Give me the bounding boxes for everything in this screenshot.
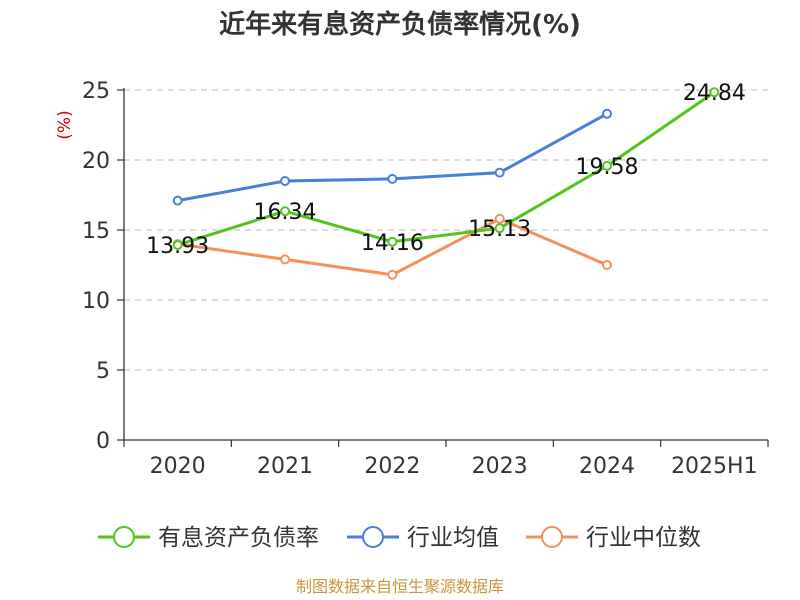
y-tick-label: 5 — [96, 359, 110, 384]
data-label: 19.58 — [576, 155, 639, 180]
y-tick-label: 0 — [96, 429, 110, 454]
legend-marker — [362, 526, 384, 548]
data-point[interactable] — [494, 213, 505, 224]
data-point[interactable] — [280, 254, 290, 265]
data-point[interactable] — [280, 176, 290, 186]
legend-item[interactable]: 行业均值 — [347, 525, 499, 551]
data-point[interactable] — [387, 236, 398, 247]
data-point[interactable] — [494, 223, 505, 234]
y-tick-label: 20 — [82, 149, 110, 174]
y-tick-label: 15 — [82, 219, 110, 244]
source-note: 制图数据来自恒生聚源数据库 — [296, 577, 504, 596]
data-point[interactable] — [602, 260, 612, 270]
data-point[interactable] — [709, 87, 720, 98]
data-point[interactable] — [172, 239, 183, 250]
legend-item[interactable]: 有息资产负债率 — [98, 525, 319, 551]
y-tick-label: 25 — [82, 79, 110, 104]
x-tick-label: 2020 — [150, 454, 206, 479]
data-point[interactable] — [172, 195, 183, 206]
x-tick-label: 2023 — [472, 454, 528, 479]
legend-marker — [541, 526, 563, 548]
x-tick-label: 2022 — [364, 454, 420, 479]
x-axis-ticks: 2020 2021 2022 2023 2024 2025H1 — [123, 440, 769, 479]
data-point[interactable] — [387, 269, 398, 280]
data-labels: 13.93 16.34 14.16 15.13 19.58 24.84 — [146, 81, 746, 259]
legend[interactable]: 有息资产负债率 行业均值 行业中位数 — [98, 525, 701, 551]
legend-label: 行业均值 — [407, 525, 499, 551]
data-point[interactable] — [602, 160, 612, 171]
x-tick-label: 2025H1 — [671, 454, 758, 479]
data-point[interactable] — [602, 108, 612, 119]
legend-marker — [113, 526, 135, 548]
gridlines — [124, 89, 768, 371]
data-label: 14.16 — [361, 231, 424, 256]
legend-label: 行业中位数 — [586, 525, 701, 551]
series-0 — [172, 87, 720, 250]
y-tick-label: 10 — [82, 289, 110, 314]
x-tick-label: 2021 — [257, 454, 313, 479]
series-lines — [172, 87, 720, 280]
data-label: 13.93 — [146, 234, 209, 259]
axes — [123, 88, 768, 441]
x-tick-label: 2024 — [579, 454, 635, 479]
series-1 — [172, 108, 612, 206]
series-line — [177, 91, 716, 247]
chart-title: 近年来有息资产负债率情况(%) — [219, 9, 581, 40]
series-2 — [172, 213, 612, 280]
legend-label: 有息资产负债率 — [158, 525, 319, 551]
data-point[interactable] — [387, 173, 398, 184]
data-point[interactable] — [280, 206, 290, 217]
data-point[interactable] — [494, 167, 505, 178]
data-label: 24.84 — [683, 81, 746, 106]
series-line — [177, 112, 608, 203]
legend-item[interactable]: 行业中位数 — [526, 525, 701, 551]
y-axis-ticks: 0 5 10 15 20 25 — [82, 79, 124, 454]
data-label: 16.34 — [254, 200, 317, 225]
y-axis-label: (%) — [55, 110, 75, 139]
data-label: 15.13 — [468, 217, 531, 242]
